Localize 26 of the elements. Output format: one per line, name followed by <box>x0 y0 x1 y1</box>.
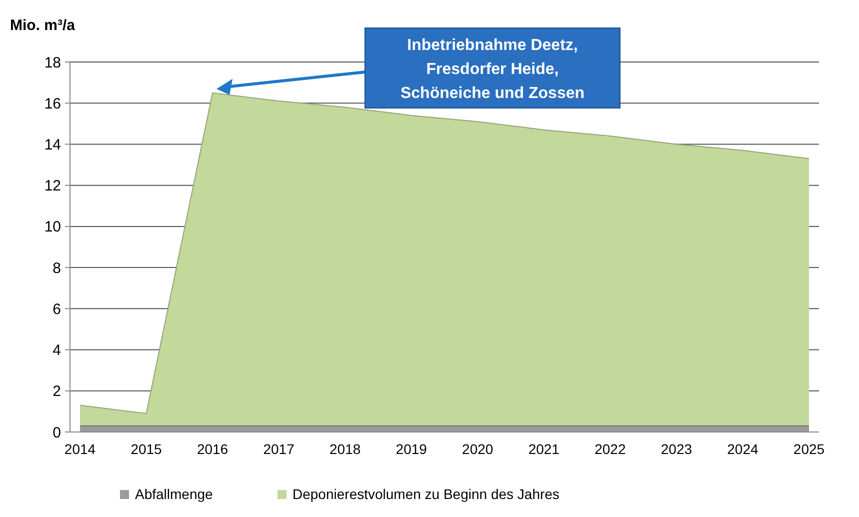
legend-label: Abfallmenge <box>135 486 214 502</box>
y-tick-label: 0 <box>52 424 61 442</box>
x-tick-label: 2022 <box>594 441 626 457</box>
x-tick-label: 2015 <box>130 441 162 457</box>
x-tick-label: 2017 <box>263 441 295 457</box>
x-tick-label: 2016 <box>196 441 228 457</box>
y-tick-label: 10 <box>44 218 61 236</box>
x-tick-label: 2025 <box>793 441 825 457</box>
x-tick-label: 2018 <box>330 441 361 457</box>
x-tick-label: 2021 <box>528 441 560 457</box>
x-tick-label: 2020 <box>462 441 494 457</box>
y-tick-label: 4 <box>52 342 61 360</box>
legend-label: Deponierestvolumen zu Beginn des Jahres <box>292 486 560 502</box>
x-tick-label: 2019 <box>396 441 428 457</box>
x-tick-label: 2024 <box>727 441 759 457</box>
y-tick-label: 8 <box>52 260 61 277</box>
y-tick-label: 16 <box>44 95 61 112</box>
x-tick-label: 2023 <box>660 441 692 457</box>
x-tick-label: 2014 <box>64 441 96 457</box>
y-tick-label: 14 <box>44 136 61 154</box>
annotation: Inbetriebnahme Deetz, Fresdorfer Heide, Schöneiche und Zossen <box>400 37 585 102</box>
y-tick-label: 12 <box>44 178 61 195</box>
y-tick-label: 2 <box>52 383 61 400</box>
y-tick-label: 18 <box>44 54 61 72</box>
y-axis-title: Mio. m³/a <box>10 17 76 34</box>
y-tick-label: 6 <box>52 300 61 318</box>
